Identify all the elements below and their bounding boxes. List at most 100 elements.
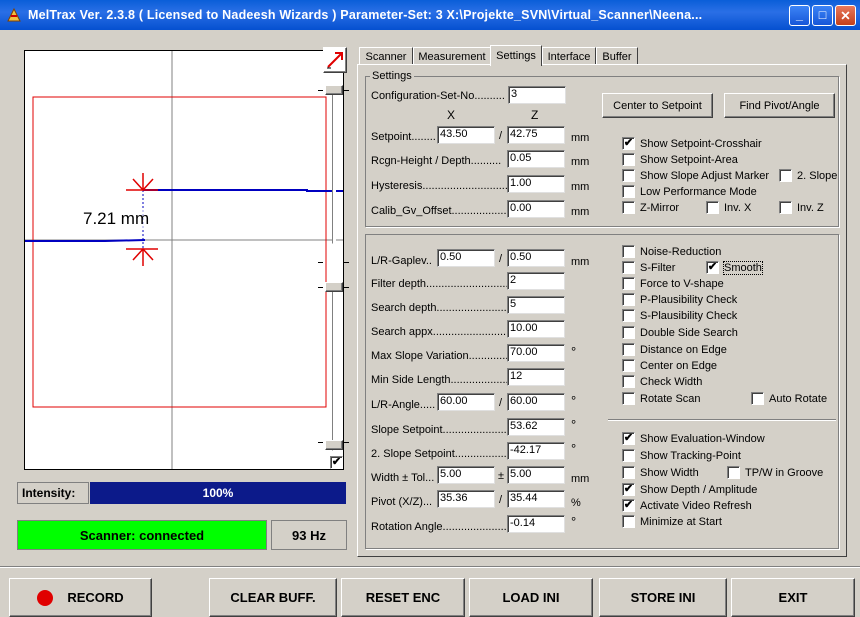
lower-slider-thumb[interactable] bbox=[325, 282, 343, 292]
center-to-setpoint-button[interactable]: Center to Setpoint bbox=[602, 93, 713, 118]
activate-video-refresh-checkbox[interactable]: ✔ Activate Video Refresh bbox=[622, 499, 752, 512]
tab-interface[interactable]: Interface bbox=[542, 47, 596, 65]
find-pivot-angle-button[interactable]: Find Pivot/Angle bbox=[724, 93, 835, 118]
maximize-icon: □ bbox=[818, 8, 827, 22]
force-v-shape-checkbox[interactable]: Force to V-shape bbox=[622, 277, 724, 290]
view-option-checkbox[interactable]: ✔ bbox=[330, 456, 343, 469]
show-setpoint-area-checkbox[interactable]: Show Setpoint-Area bbox=[622, 153, 738, 166]
pivot-label: Pivot (X/Z)... bbox=[371, 496, 433, 508]
lr-angle-z-input[interactable]: 60.00 bbox=[507, 393, 565, 411]
rcgn-height-input[interactable]: 0.05 bbox=[507, 150, 565, 168]
clear-buffer-button[interactable]: CLEAR BUFF. bbox=[209, 578, 337, 617]
check-icon: ✔ bbox=[622, 432, 635, 445]
show-slope-marker-checkbox[interactable]: Show Slope Adjust Marker bbox=[622, 169, 769, 182]
show-setpoint-crosshair-checkbox[interactable]: ✔ Show Setpoint-Crosshair bbox=[622, 137, 762, 150]
rcgn-height-label: Rcgn-Height / Depth.......... bbox=[371, 155, 502, 167]
show-width-checkbox[interactable]: Show Width bbox=[622, 466, 699, 479]
show-tracking-point-checkbox[interactable]: Show Tracking-Point bbox=[622, 449, 741, 462]
check-icon: ✔ bbox=[622, 499, 635, 512]
lower-slider-end-thumb[interactable] bbox=[325, 440, 343, 450]
lower-slider-track[interactable] bbox=[332, 285, 336, 451]
width-tolerance-label: Width ± Tol... bbox=[371, 472, 435, 484]
arrow-down-icon bbox=[132, 178, 154, 192]
arrow-up-icon bbox=[132, 247, 154, 261]
crosshair-tool-button[interactable] bbox=[323, 47, 347, 73]
record-button[interactable]: RECORD bbox=[9, 578, 152, 617]
rotate-scan-checkbox[interactable]: Rotate Scan bbox=[622, 392, 701, 405]
show-depth-amplitude-checkbox[interactable]: ✔ Show Depth / Amplitude bbox=[622, 483, 758, 496]
bottom-separator bbox=[0, 566, 860, 567]
z-mirror-checkbox[interactable]: Z-Mirror bbox=[622, 201, 679, 214]
window-title: MelTrax Ver. 2.3.8 ( Licensed to Nadeesh… bbox=[28, 8, 703, 22]
smooth-checkbox[interactable]: ✔ Smooth bbox=[706, 260, 763, 275]
intensity-bar: 100% bbox=[90, 482, 346, 504]
tab-buffer[interactable]: Buffer bbox=[596, 47, 638, 65]
settings-group bbox=[365, 76, 839, 227]
rotation-angle-input[interactable]: -0.14 bbox=[507, 515, 565, 533]
upper-slider-track[interactable] bbox=[332, 88, 336, 244]
minimize-at-start-checkbox[interactable]: Minimize at Start bbox=[622, 515, 722, 528]
column-x-label: X bbox=[447, 108, 456, 122]
setpoint-z-input[interactable]: 42.75 bbox=[507, 126, 565, 144]
lr-angle-x-input[interactable]: 60.00 bbox=[437, 393, 495, 411]
check-icon: ✔ bbox=[706, 261, 719, 274]
s-plausibility-checkbox[interactable]: S-Plausibility Check bbox=[622, 309, 737, 322]
tab-scanner[interactable]: Scanner bbox=[359, 47, 413, 65]
second-slope-checkbox[interactable]: 2. Slope bbox=[779, 169, 837, 182]
check-icon: ✔ bbox=[622, 137, 635, 150]
parameters-group bbox=[365, 234, 839, 549]
calib-offset-input[interactable]: 0.00 bbox=[507, 200, 565, 218]
gaplev-x-input[interactable]: 0.50 bbox=[437, 249, 495, 267]
p-plausibility-checkbox[interactable]: P-Plausibility Check bbox=[622, 293, 737, 306]
double-side-search-checkbox[interactable]: Double Side Search bbox=[622, 326, 738, 339]
tab-settings[interactable]: Settings bbox=[490, 45, 542, 66]
close-button[interactable]: ✕ bbox=[835, 4, 856, 26]
load-ini-button[interactable]: LOAD INI bbox=[469, 578, 593, 617]
upper-slider-thumb[interactable] bbox=[325, 85, 343, 95]
settings-group-title: Settings bbox=[370, 70, 414, 82]
inv-z-checkbox[interactable]: Inv. Z bbox=[779, 201, 824, 214]
gaplev-z-input[interactable]: 0.50 bbox=[507, 249, 565, 267]
distance-on-edge-checkbox[interactable]: Distance on Edge bbox=[622, 343, 727, 356]
title-bar[interactable]: MelTrax Ver. 2.3.8 ( Licensed to Nadeesh… bbox=[0, 0, 860, 30]
show-evaluation-window-checkbox[interactable]: ✔ Show Evaluation-Window bbox=[622, 432, 765, 445]
inv-x-checkbox[interactable]: Inv. X bbox=[706, 201, 751, 214]
pivot-x-input[interactable]: 35.36 bbox=[437, 490, 495, 508]
max-slope-input[interactable]: 70.00 bbox=[507, 344, 565, 362]
search-depth-input[interactable]: 5 bbox=[507, 296, 565, 314]
s-filter-checkbox[interactable]: S-Filter bbox=[622, 261, 675, 274]
search-appx-input[interactable]: 10.00 bbox=[507, 320, 565, 338]
scanner-status: Scanner: connected bbox=[17, 520, 267, 550]
min-side-length-input[interactable]: 12 bbox=[507, 368, 565, 386]
exit-button[interactable]: EXIT bbox=[731, 578, 855, 617]
auto-rotate-checkbox[interactable]: Auto Rotate bbox=[751, 392, 827, 405]
noise-reduction-checkbox[interactable]: Noise-Reduction bbox=[622, 245, 721, 258]
scanner-view[interactable]: 7.21 mm bbox=[24, 50, 344, 470]
filter-depth-input[interactable]: 2 bbox=[507, 272, 565, 290]
tab-measurement[interactable]: Measurement bbox=[413, 47, 491, 65]
settings-tab-page bbox=[357, 64, 847, 557]
hysteresis-input[interactable]: 1.00 bbox=[507, 175, 565, 193]
slope-setpoint-label: Slope Setpoint....................... bbox=[371, 424, 513, 436]
slope-setpoint-input[interactable]: 53.62 bbox=[507, 418, 565, 436]
center-on-edge-checkbox[interactable]: Center on Edge bbox=[622, 359, 717, 372]
tp-w-in-groove-checkbox[interactable]: TP/W in Groove bbox=[727, 466, 823, 479]
tolerance-input[interactable]: 5.00 bbox=[507, 466, 565, 484]
close-icon: ✕ bbox=[840, 8, 851, 23]
low-performance-checkbox[interactable]: Low Performance Mode bbox=[622, 185, 757, 198]
width-input[interactable]: 5.00 bbox=[437, 466, 495, 484]
setpoint-x-input[interactable]: 43.50 bbox=[437, 126, 495, 144]
second-slope-setpoint-label: 2. Slope Setpoint.................. bbox=[371, 448, 510, 460]
min-side-length-label: Min Side Length.................... bbox=[371, 374, 512, 386]
profile-line-right bbox=[143, 189, 343, 192]
reset-encoder-button[interactable]: RESET ENC bbox=[341, 578, 465, 617]
store-ini-button[interactable]: STORE INI bbox=[599, 578, 727, 617]
check-width-checkbox[interactable]: Check Width bbox=[622, 375, 702, 388]
column-z-label: Z bbox=[531, 108, 539, 122]
minimize-button[interactable]: _ bbox=[789, 4, 810, 26]
check-icon: ✔ bbox=[331, 456, 342, 468]
maximize-button[interactable]: □ bbox=[812, 4, 833, 26]
pivot-z-input[interactable]: 35.44 bbox=[507, 490, 565, 508]
config-set-input[interactable]: 3 bbox=[508, 86, 566, 104]
second-slope-setpoint-input[interactable]: -42.17 bbox=[507, 442, 565, 460]
